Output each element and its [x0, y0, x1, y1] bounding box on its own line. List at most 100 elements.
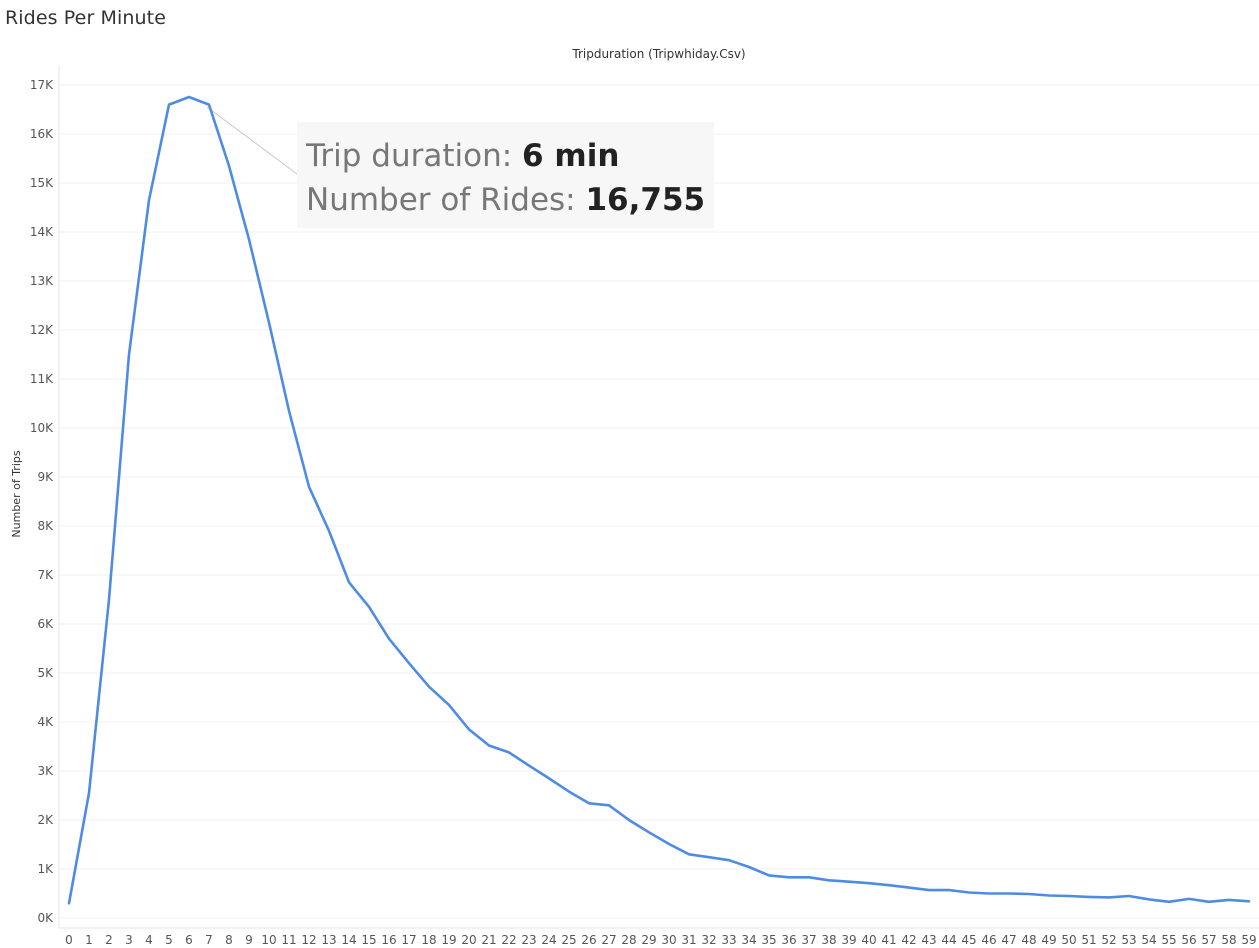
data-point[interactable] [226, 163, 232, 169]
data-point[interactable] [866, 880, 872, 886]
data-point[interactable] [206, 102, 212, 108]
x-tick-label: 25 [561, 933, 576, 947]
x-tick-label: 5 [165, 933, 173, 947]
data-point[interactable] [566, 789, 572, 795]
data-point[interactable] [1046, 892, 1052, 898]
data-point[interactable] [486, 743, 492, 749]
tooltip-value-rides: 16,755 [585, 182, 706, 218]
x-tick-label: 29 [641, 933, 656, 947]
data-point[interactable] [726, 857, 732, 863]
data-point[interactable] [1146, 896, 1152, 902]
x-tick-label: 59 [1241, 933, 1256, 947]
x-tick-label: 9 [245, 933, 253, 947]
data-point[interactable] [1166, 899, 1172, 905]
x-tick-label: 36 [781, 933, 796, 947]
data-point[interactable] [366, 604, 372, 610]
data-point[interactable] [926, 887, 932, 893]
sheet-title: Rides Per Minute [5, 7, 166, 29]
x-tick-label: 44 [941, 933, 956, 947]
data-point[interactable] [66, 900, 72, 906]
data-point[interactable] [706, 854, 712, 860]
x-tick-label: 26 [581, 933, 596, 947]
x-tick-label: 52 [1101, 933, 1116, 947]
x-tick-label: 3 [125, 933, 133, 947]
data-point[interactable] [86, 790, 92, 796]
y-tick-label: 13K [30, 274, 54, 288]
data-point[interactable] [766, 872, 772, 878]
data-point[interactable] [1066, 893, 1072, 899]
data-point[interactable] [1226, 897, 1232, 903]
x-tick-label: 38 [821, 933, 836, 947]
data-point[interactable] [906, 885, 912, 891]
x-tick-label: 30 [661, 933, 676, 947]
data-point[interactable] [586, 800, 592, 806]
x-tick-label: 56 [1181, 933, 1196, 947]
data-point[interactable] [946, 887, 952, 893]
data-point[interactable] [1006, 891, 1012, 897]
data-point[interactable] [506, 749, 512, 755]
data-point[interactable] [606, 802, 612, 808]
data-point[interactable] [686, 851, 692, 857]
data-point[interactable] [1086, 894, 1092, 900]
y-tick-label: 7K [37, 568, 54, 582]
data-point[interactable] [626, 817, 632, 823]
data-point[interactable] [786, 874, 792, 880]
x-tick-label: 46 [981, 933, 996, 947]
data-point[interactable] [1186, 896, 1192, 902]
data-point[interactable] [666, 841, 672, 847]
data-point[interactable] [326, 528, 332, 534]
data-point[interactable] [346, 579, 352, 585]
x-tick-label: 23 [521, 933, 536, 947]
x-tick-label: 54 [1141, 933, 1156, 947]
data-point[interactable] [846, 879, 852, 885]
x-tick-label: 39 [841, 933, 856, 947]
data-point[interactable] [386, 636, 392, 642]
y-tick-label: 2K [37, 813, 54, 827]
data-point[interactable] [146, 197, 152, 203]
data-point[interactable] [446, 702, 452, 708]
data-point[interactable] [266, 320, 272, 326]
data-point[interactable] [826, 877, 832, 883]
data-point[interactable] [106, 597, 112, 603]
x-tick-label: 18 [421, 933, 436, 947]
y-tick-label: 5K [37, 666, 54, 680]
data-point[interactable] [306, 484, 312, 490]
y-tick-label: 16K [30, 127, 54, 141]
data-point[interactable] [1106, 894, 1112, 900]
data-point[interactable] [166, 102, 172, 108]
y-tick-label: 4K [37, 715, 54, 729]
data-point[interactable] [406, 660, 412, 666]
data-point[interactable] [806, 874, 812, 880]
data-point[interactable] [1126, 893, 1132, 899]
data-point[interactable] [546, 775, 552, 781]
data-point[interactable] [526, 763, 532, 769]
x-tick-label: 55 [1161, 933, 1176, 947]
x-tick-label: 12 [301, 933, 316, 947]
data-point[interactable] [646, 829, 652, 835]
data-point[interactable] [126, 352, 132, 358]
data-point[interactable] [746, 864, 752, 870]
x-tick-label: 47 [1001, 933, 1016, 947]
data-point[interactable] [426, 684, 432, 690]
gridlines [59, 84, 1259, 919]
data-point[interactable] [466, 726, 472, 732]
data-point[interactable] [966, 890, 972, 896]
x-tick-label: 37 [801, 933, 816, 947]
data-point[interactable] [246, 236, 252, 242]
data-point[interactable] [286, 408, 292, 414]
x-tick-label: 43 [921, 933, 936, 947]
data-point[interactable] [986, 891, 992, 897]
x-tick-label: 45 [961, 933, 976, 947]
x-tick-label: 19 [441, 933, 456, 947]
y-axis-ticks: 0K 1K 2K 3K 4K 5K 6K 7K 8K 9K 10K 11K 12K 13K 14K 15K 16… [30, 78, 54, 925]
data-point[interactable] [1206, 899, 1212, 905]
x-tick-label: 2 [105, 933, 113, 947]
data-point[interactable] [886, 882, 892, 888]
series-line[interactable] [67, 95, 1251, 905]
data-point[interactable] [1246, 898, 1252, 904]
y-tick-label: 6K [37, 617, 54, 631]
data-point[interactable] [1026, 891, 1032, 897]
data-point[interactable] [186, 94, 192, 100]
x-tick-label: 51 [1081, 933, 1096, 947]
